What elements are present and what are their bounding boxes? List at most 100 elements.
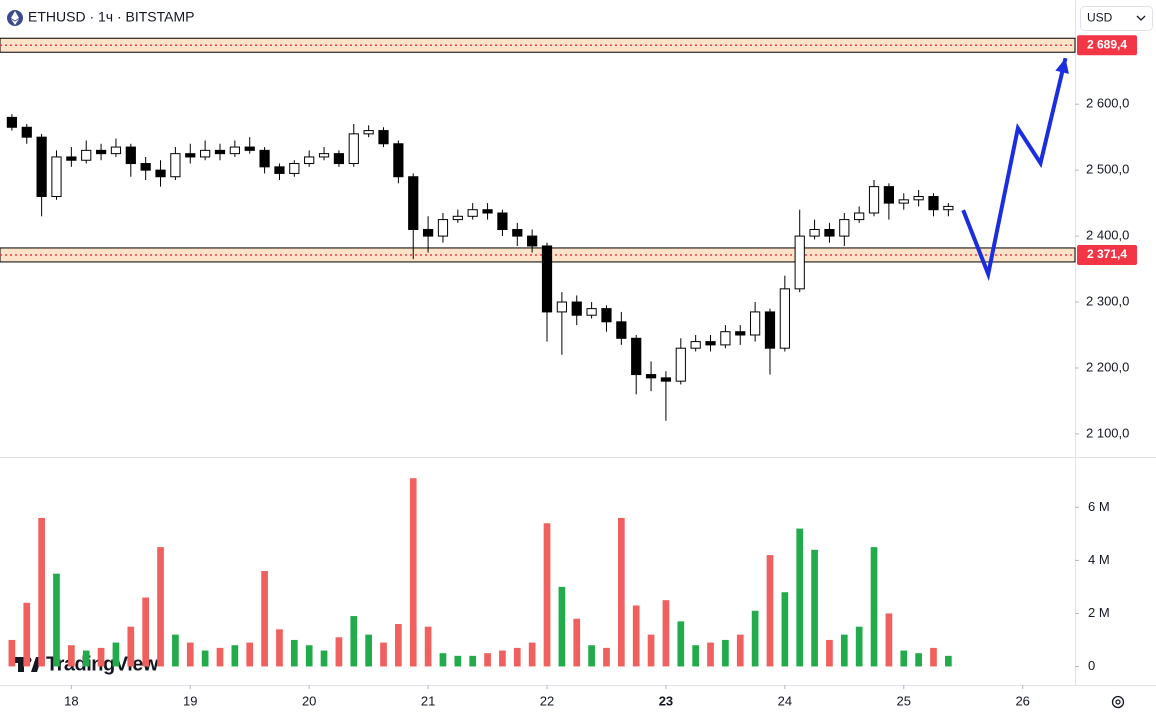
candle-body bbox=[928, 196, 939, 211]
candle-body bbox=[244, 146, 255, 151]
volume-bar bbox=[781, 592, 789, 667]
volume-bar bbox=[157, 547, 164, 667]
candle-body bbox=[527, 235, 538, 247]
projection-arrowhead bbox=[1055, 58, 1069, 74]
candle-body bbox=[318, 153, 330, 158]
volume-bar bbox=[692, 645, 700, 667]
candle-body bbox=[259, 149, 270, 168]
candle-body bbox=[898, 199, 909, 204]
volume-bar bbox=[588, 645, 595, 667]
candle-body bbox=[645, 374, 657, 379]
candle-body bbox=[170, 153, 181, 178]
volume-bar bbox=[811, 549, 818, 667]
volume-bar bbox=[677, 621, 685, 667]
candle-body bbox=[125, 146, 136, 165]
candle-body bbox=[854, 212, 865, 221]
volume-bar bbox=[127, 626, 135, 667]
candle-body bbox=[794, 235, 805, 290]
volume-bar bbox=[424, 626, 432, 667]
level-label-bg bbox=[1077, 35, 1137, 56]
volume-bar bbox=[246, 642, 254, 667]
volume-bar bbox=[276, 629, 283, 667]
volume-bar bbox=[513, 647, 521, 667]
volume-bar bbox=[484, 653, 491, 667]
currency-selector[interactable]: USD bbox=[1080, 6, 1153, 31]
volume-tick-label: 2 M bbox=[1088, 605, 1110, 620]
volume-bar bbox=[855, 626, 863, 667]
x-tick-label: 18 bbox=[64, 693, 78, 708]
candle-body bbox=[690, 341, 701, 349]
candle-body bbox=[839, 219, 850, 237]
candle-body bbox=[81, 149, 92, 161]
candle-body bbox=[21, 126, 32, 138]
volume-bar bbox=[186, 642, 194, 667]
volume-bar bbox=[662, 600, 670, 667]
volume-bar bbox=[543, 523, 551, 667]
volume-bar bbox=[172, 634, 179, 667]
candle-body bbox=[393, 143, 404, 178]
candle-body bbox=[36, 136, 47, 198]
y-tick-label: 2 300,0 bbox=[1086, 293, 1129, 308]
x-tick-label: 22 bbox=[540, 693, 554, 708]
volume-bar bbox=[945, 655, 952, 667]
candle-body bbox=[229, 146, 240, 155]
level-label: 2 689,4 bbox=[1087, 37, 1127, 51]
volume-bar bbox=[900, 650, 908, 667]
volume-bar bbox=[826, 639, 833, 667]
volume-bar bbox=[350, 616, 358, 667]
candle-body bbox=[631, 337, 642, 376]
candle-body bbox=[363, 130, 374, 135]
volume-bar bbox=[395, 624, 402, 667]
level-label-bg bbox=[1077, 244, 1137, 265]
candle-body bbox=[943, 205, 954, 211]
volume-bar bbox=[603, 647, 610, 667]
settings-icon[interactable] bbox=[1111, 695, 1125, 709]
candle-body bbox=[571, 301, 582, 316]
volume-tick-label: 4 M bbox=[1088, 552, 1110, 567]
volume-bar bbox=[632, 605, 640, 667]
candle-body bbox=[200, 149, 211, 158]
candle-body bbox=[541, 245, 553, 313]
volume-bar bbox=[722, 639, 729, 667]
candle-body bbox=[482, 209, 493, 214]
candle-body bbox=[289, 163, 300, 174]
volume-bar bbox=[409, 478, 417, 667]
candle-body bbox=[913, 196, 924, 201]
candle-body bbox=[675, 347, 686, 382]
candle-body bbox=[586, 308, 597, 316]
candle-body bbox=[408, 176, 419, 230]
volume-tick-label: 0 bbox=[1088, 658, 1095, 673]
candle-body bbox=[66, 156, 77, 161]
candle-body bbox=[51, 156, 62, 198]
x-tick-label: 24 bbox=[778, 693, 792, 708]
level-band bbox=[0, 247, 1076, 263]
volume-bar bbox=[840, 634, 848, 667]
candle-body bbox=[110, 146, 122, 155]
candle-body bbox=[779, 288, 790, 349]
volume-bar bbox=[751, 610, 759, 667]
volume-bar bbox=[82, 650, 90, 667]
volume-bar bbox=[112, 642, 120, 667]
candle-body bbox=[497, 212, 508, 230]
volume-bar bbox=[142, 597, 150, 667]
candle-body bbox=[95, 149, 107, 155]
candle-body bbox=[868, 186, 880, 214]
candle-body bbox=[556, 301, 567, 313]
volume-bar bbox=[439, 653, 447, 667]
volume-bar bbox=[617, 517, 625, 667]
currency-label[interactable]: USD bbox=[1087, 11, 1113, 25]
volume-bar bbox=[97, 647, 105, 667]
volume-bar bbox=[38, 517, 45, 667]
candle-body bbox=[333, 153, 345, 165]
y-tick-label: 2 600,0 bbox=[1086, 96, 1129, 111]
candle-body bbox=[764, 311, 776, 349]
candle-body bbox=[348, 133, 359, 165]
volume-bar bbox=[766, 555, 774, 667]
volume-bar bbox=[320, 650, 328, 667]
volume-bar bbox=[736, 634, 744, 667]
volume-bar bbox=[885, 613, 893, 667]
candle-body bbox=[185, 153, 196, 158]
volume-bar bbox=[335, 637, 343, 667]
candle-body bbox=[720, 331, 731, 346]
